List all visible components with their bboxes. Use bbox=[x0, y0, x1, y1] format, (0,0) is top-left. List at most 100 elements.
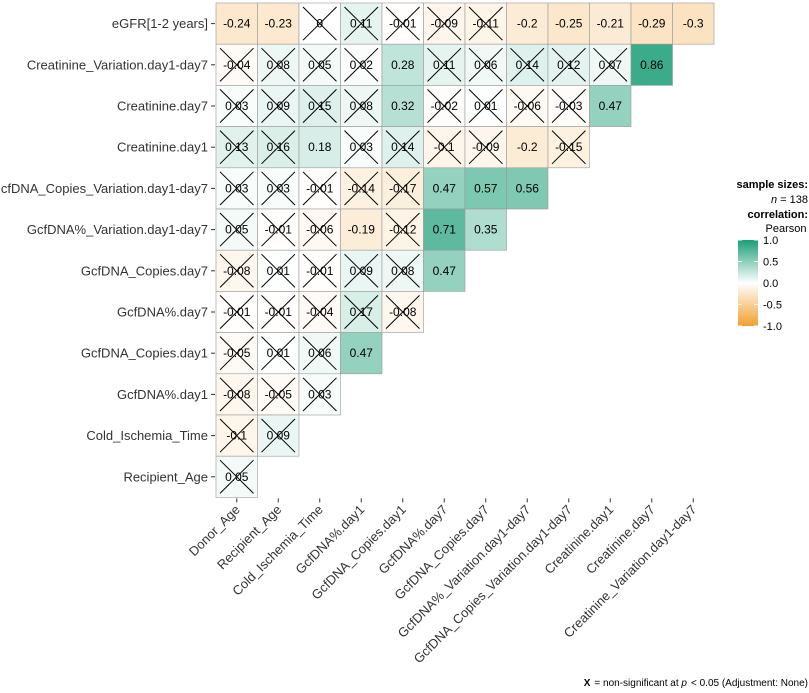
nonsig-cross-line bbox=[261, 336, 296, 371]
nonsig-cross-line bbox=[219, 295, 254, 329]
heatmap-cell bbox=[340, 208, 383, 251]
cell-value-label: -0.12 bbox=[389, 223, 417, 237]
y-tick-label: eGFR[1-2 years] bbox=[112, 16, 208, 31]
nonsig-cross-line bbox=[302, 171, 337, 206]
cell-value-label: -0.1 bbox=[226, 429, 247, 443]
nonsig-cross-line bbox=[261, 89, 296, 123]
cell-value-label: 0.08 bbox=[267, 58, 291, 72]
nonsig-cross-line bbox=[302, 253, 337, 288]
cell-value-label: 0.15 bbox=[308, 99, 332, 113]
cell-value-label: -0.04 bbox=[306, 305, 334, 319]
cell-value-label: 0.18 bbox=[308, 140, 332, 154]
cell-value-label: -0.09 bbox=[431, 17, 459, 31]
cell-value-label: -0.08 bbox=[223, 264, 251, 278]
nonsig-cross-line bbox=[219, 459, 254, 494]
nonsig-cross-line bbox=[302, 212, 337, 247]
nonsig-cross-line bbox=[385, 130, 420, 165]
nonsig-cross-line bbox=[302, 295, 337, 329]
cell-value-label: -0.08 bbox=[223, 387, 251, 401]
caption-x-mark: X bbox=[584, 678, 591, 689]
cell-value-label: -0.04 bbox=[223, 58, 251, 72]
nonsig-cross-line bbox=[261, 47, 296, 82]
cell-value-label: 0.13 bbox=[225, 140, 249, 154]
nonsig-cross-line bbox=[385, 6, 420, 41]
cell-value-label: -0.01 bbox=[223, 305, 251, 319]
cell-value-label: 0.09 bbox=[267, 429, 291, 443]
heatmap-cell bbox=[423, 167, 466, 210]
heatmap-cell bbox=[215, 2, 258, 45]
nonsig-cross-line bbox=[261, 295, 296, 329]
heatmap-cell bbox=[506, 2, 549, 45]
legend-tick-label: -1.0 bbox=[763, 321, 782, 333]
nonsig-cross-line bbox=[219, 418, 254, 453]
legend-sample-sizes-title: sample sizes: bbox=[736, 179, 808, 191]
nonsig-cross-line bbox=[261, 418, 296, 453]
cell-value-label: -0.2 bbox=[517, 140, 538, 154]
cell-value-label: 0.01 bbox=[267, 264, 291, 278]
cell-value-label: -0.24 bbox=[223, 17, 251, 31]
nonsig-cross-line bbox=[510, 47, 545, 82]
cell-value-label: -0.15 bbox=[555, 140, 583, 154]
cell-value-label: -0.29 bbox=[638, 17, 666, 31]
nonsig-cross-line bbox=[302, 47, 337, 82]
cell-value-label: 0.05 bbox=[225, 470, 249, 484]
nonsig-cross-line bbox=[551, 89, 586, 123]
cell-value-label: -0.03 bbox=[555, 99, 583, 113]
y-tick-label: GcfDNA_Copies.day1 bbox=[81, 346, 208, 361]
cell-value-label: -0.05 bbox=[223, 346, 251, 360]
nonsig-cross-line bbox=[427, 130, 462, 165]
cell-value-label: 0.11 bbox=[350, 17, 373, 31]
heatmap-cell bbox=[423, 208, 466, 251]
y-tick-label: GcfDNA_Copies.day7 bbox=[81, 263, 208, 278]
cell-value-label: -0.23 bbox=[265, 17, 293, 31]
heatmap-cell bbox=[589, 85, 632, 127]
nonsig-cross-line bbox=[261, 171, 296, 206]
cell-value-label: 0.71 bbox=[433, 223, 457, 237]
cell-value-label: -0.2 bbox=[517, 17, 538, 31]
cell-value-label: -0.14 bbox=[348, 181, 376, 195]
nonsig-cross-line bbox=[219, 253, 254, 288]
heatmap-cell bbox=[340, 332, 383, 375]
legend-method: Pearson bbox=[766, 223, 807, 235]
nonsig-cross-line bbox=[344, 89, 379, 123]
nonsig-cross-line bbox=[427, 47, 462, 82]
cell-value-label: 0.08 bbox=[391, 264, 415, 278]
cell-value-label: 0.03 bbox=[225, 99, 249, 113]
nonsig-cross-line bbox=[468, 130, 503, 165]
nonsig-cross-line bbox=[344, 47, 379, 82]
nonsig-cross-line bbox=[261, 253, 296, 288]
nonsig-cross-line bbox=[344, 130, 379, 165]
y-tick-label: Recipient_Age bbox=[123, 469, 208, 484]
y-tick-label: GcfDNA_Copies_Variation.day1-day7 bbox=[0, 181, 208, 196]
cell-value-label: 0.02 bbox=[350, 58, 374, 72]
cell-value-label: 0.28 bbox=[391, 58, 415, 72]
cell-value-label: 0.35 bbox=[474, 223, 498, 237]
nonsig-cross-line bbox=[385, 295, 420, 329]
nonsig-cross-line bbox=[427, 6, 462, 41]
nonsig-cross-line bbox=[468, 47, 503, 82]
y-tick-label: GcfDNA%.day7 bbox=[117, 305, 208, 320]
cell-value-label: 0.07 bbox=[599, 58, 623, 72]
caption-p-symbol: p bbox=[680, 678, 687, 689]
legend-tick-label: 0.0 bbox=[763, 278, 778, 290]
heatmap-cells: -0.24 -0.23 0 0.11 -0.01 -0.09 -0.11 -0.2 -0.25-… bbox=[215, 2, 715, 498]
heatmap-cell bbox=[464, 208, 507, 251]
cell-value-label: -0.11 bbox=[473, 17, 500, 31]
cell-value-label: 0.05 bbox=[308, 58, 332, 72]
cell-value-label: 0.47 bbox=[433, 181, 457, 195]
heatmap-cell bbox=[464, 167, 507, 210]
nonsig-cross-line bbox=[219, 377, 254, 412]
heatmap-cell bbox=[630, 2, 673, 45]
cell-value-label: -0.3 bbox=[683, 17, 704, 31]
cell-value-label: -0.01 bbox=[265, 305, 293, 319]
legend-tick-label: 0.5 bbox=[763, 257, 778, 269]
y-tick-label: Creatinine.day7 bbox=[117, 99, 208, 114]
heatmap-cell bbox=[423, 249, 466, 292]
nonsig-cross-line bbox=[385, 212, 420, 247]
nonsig-cross-line bbox=[344, 6, 379, 41]
nonsig-cross-line bbox=[219, 336, 254, 371]
heatmap-cell bbox=[257, 2, 300, 45]
cell-value-label: 0.06 bbox=[474, 58, 498, 72]
nonsig-cross-line bbox=[551, 47, 586, 82]
cell-value-label: -0.05 bbox=[265, 387, 293, 401]
